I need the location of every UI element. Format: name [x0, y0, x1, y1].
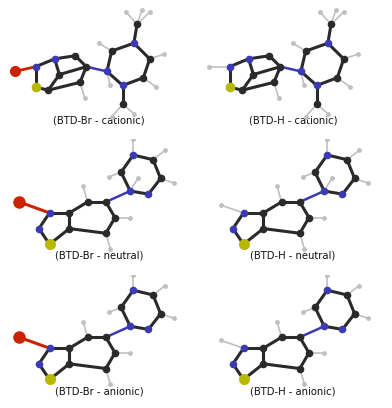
Text: (BTD-Br - anionic): (BTD-Br - anionic)	[55, 386, 143, 396]
Text: (BTD-H - anionic): (BTD-H - anionic)	[250, 386, 336, 396]
Text: (BTD-H - neutral): (BTD-H - neutral)	[250, 251, 336, 261]
Text: (BTD-H - cationic): (BTD-H - cationic)	[249, 115, 337, 126]
Text: (BTD-Br - cationic): (BTD-Br - cationic)	[53, 115, 145, 126]
Text: (BTD-Br - neutral): (BTD-Br - neutral)	[55, 251, 143, 261]
